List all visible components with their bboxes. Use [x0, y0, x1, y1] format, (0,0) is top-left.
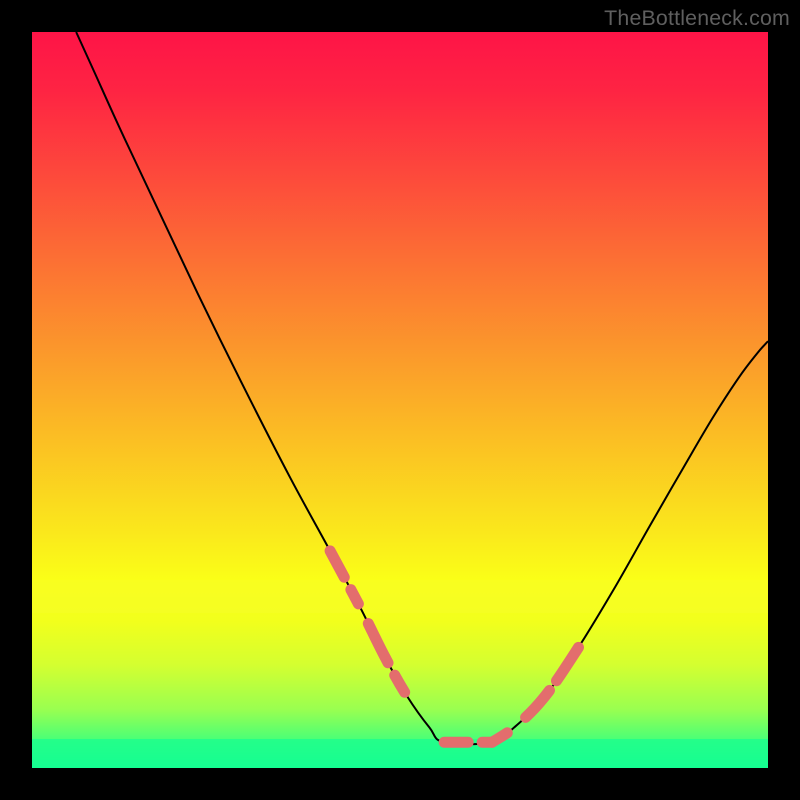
curve-path — [76, 32, 768, 744]
plot-area — [32, 32, 768, 768]
curve-dash-right — [492, 590, 613, 742]
bottleneck-v-curve — [32, 32, 768, 768]
watermark-text: TheBottleneck.com — [604, 6, 790, 31]
curve-dash-left — [330, 551, 444, 742]
figure-root: TheBottleneck.com — [0, 0, 800, 800]
